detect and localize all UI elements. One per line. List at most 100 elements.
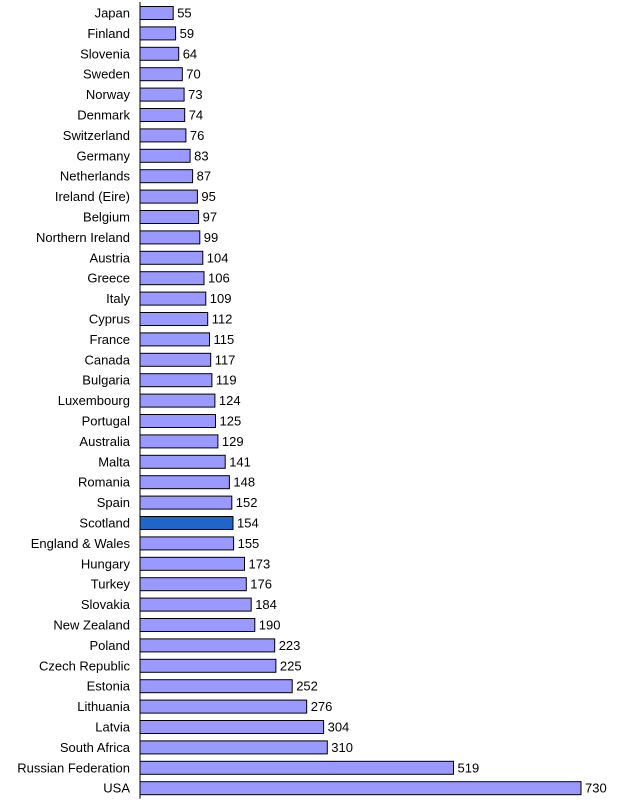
category-label: France: [90, 332, 130, 347]
bar-poland: [139, 638, 276, 653]
bar-netherlands: [139, 169, 194, 184]
bar-japan: [139, 6, 174, 20]
bar-malta: [139, 454, 226, 469]
value-label: 152: [236, 495, 258, 510]
bar-denmark: [139, 108, 186, 122]
value-label: 109: [210, 291, 232, 306]
category-label: Germany: [77, 148, 131, 163]
bar-ireland-eire: [139, 189, 198, 204]
value-label: 112: [212, 312, 233, 327]
value-label: 117: [215, 352, 236, 367]
bar-greece: [139, 271, 205, 286]
category-label: Austria: [90, 250, 131, 265]
category-label: Hungary: [81, 556, 131, 571]
value-label: 55: [177, 6, 191, 21]
bar-france: [139, 332, 210, 347]
value-label: 184: [255, 597, 277, 612]
category-label: Romania: [78, 475, 131, 490]
category-labels-group: Japan Finland Slovenia Sweden Norway Denmark S…: [17, 6, 131, 796]
value-label: 276: [311, 699, 333, 714]
category-label: Belgium: [83, 210, 130, 225]
category-label: Turkey: [91, 577, 131, 592]
value-label: 76: [190, 128, 204, 143]
value-label: 176: [250, 577, 272, 592]
bar-hungary: [139, 556, 245, 571]
category-label: Cyprus: [89, 312, 131, 327]
value-label: 119: [216, 373, 237, 388]
value-label: 173: [249, 556, 271, 571]
value-label: 155: [238, 536, 260, 551]
bar-cyprus: [139, 312, 209, 326]
category-label: Bulgaria: [82, 373, 130, 388]
bar-usa: [139, 781, 582, 796]
bar-northern-ireland: [139, 230, 201, 245]
value-label: 74: [189, 108, 203, 123]
category-label: Portugal: [82, 414, 131, 429]
category-label: Malta: [98, 454, 131, 469]
value-label: 223: [279, 638, 301, 653]
bar-spain: [139, 495, 233, 510]
category-label: Russian Federation: [17, 760, 130, 775]
value-label: 310: [331, 740, 353, 755]
category-label: South Africa: [60, 740, 131, 755]
category-label: Netherlands: [60, 169, 131, 184]
bar-austria: [139, 250, 204, 265]
category-label: Ireland (Eire): [55, 189, 130, 204]
value-label: 95: [201, 189, 215, 204]
value-label: 148: [233, 475, 255, 490]
category-label: Spain: [97, 495, 130, 510]
value-label: 70: [186, 67, 200, 82]
bar-slovenia: [139, 46, 180, 61]
value-label: 141: [229, 454, 251, 469]
bar-bulgaria: [139, 373, 213, 388]
category-label: Italy: [106, 291, 130, 306]
category-label: England & Wales: [31, 536, 131, 551]
bar-portugal: [139, 414, 216, 428]
value-label: 106: [208, 271, 230, 286]
bar-belgium: [139, 210, 200, 224]
bar-sweden: [139, 67, 183, 82]
category-label: Estonia: [87, 679, 131, 694]
category-label: New Zealand: [53, 618, 130, 633]
bar-scotland: [139, 516, 234, 530]
bars-group: [139, 6, 582, 796]
category-label: Poland: [90, 638, 130, 653]
category-label: Finland: [87, 26, 130, 41]
category-label: Luxembourg: [58, 393, 130, 408]
category-label: Denmark: [77, 108, 130, 123]
value-labels-group: 55 59 64 70 73 74 76 83 87 95 97 99 104 106 109 112 115 1…: [177, 6, 607, 796]
value-label: 115: [214, 332, 235, 347]
bar-germany: [139, 148, 191, 163]
bar-czech-republic: [139, 658, 277, 673]
bar-switzerland: [139, 128, 187, 143]
value-label: 104: [207, 250, 229, 265]
bar-italy: [139, 291, 207, 306]
category-label: Greece: [87, 271, 130, 286]
bar-turkey: [139, 577, 247, 592]
category-label: Northern Ireland: [36, 230, 130, 245]
bar-england-wales: [139, 536, 235, 551]
value-label: 87: [197, 169, 211, 184]
category-label: Australia: [79, 434, 130, 449]
value-label: 154: [237, 516, 259, 531]
bar-new-zealand: [139, 618, 256, 632]
value-label: 730: [585, 781, 607, 796]
bar-lithuania: [139, 699, 308, 714]
value-label: 129: [222, 434, 244, 449]
category-label: Japan: [95, 6, 130, 21]
value-label: 99: [204, 230, 218, 245]
value-label: 97: [203, 210, 217, 225]
category-label: Norway: [86, 87, 131, 102]
value-label: 225: [280, 658, 302, 673]
category-label: Czech Republic: [39, 658, 131, 673]
value-label: 124: [219, 393, 241, 408]
bar-norway: [139, 87, 185, 102]
bar-slovakia: [139, 597, 252, 612]
bar-latvia: [139, 720, 325, 734]
bar-estonia: [139, 679, 293, 694]
value-label: 519: [458, 760, 480, 775]
value-label: 83: [194, 148, 208, 163]
bar-finland: [139, 26, 177, 41]
bar-canada: [139, 352, 212, 367]
